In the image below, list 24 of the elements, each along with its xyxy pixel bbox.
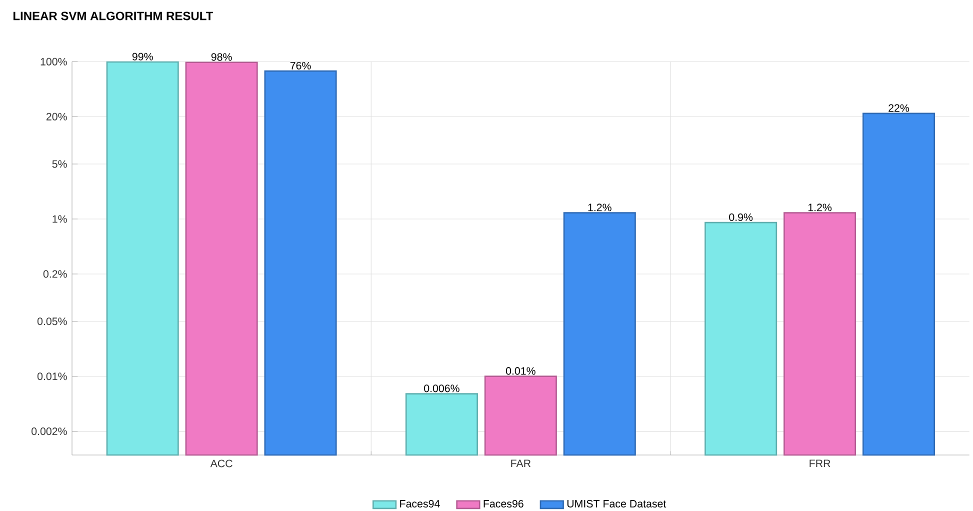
y-tick-label: 20% — [46, 112, 67, 120]
legend-label: UMIST Face Dataset — [567, 500, 666, 508]
data-label: 99% — [132, 52, 153, 60]
x-tick-label: ACC — [210, 460, 232, 468]
x-tick-label: FAR — [511, 460, 531, 468]
y-tick-label: 0.002% — [32, 428, 67, 436]
y-tick-label: 5% — [52, 160, 67, 168]
y-tick-label: 1% — [52, 215, 67, 223]
data-label: 0.01% — [506, 367, 536, 375]
y-tick-label: 100% — [40, 58, 67, 66]
x-tick-label: FRR — [810, 460, 830, 468]
data-label: 22% — [888, 104, 910, 112]
data-label: 98% — [211, 53, 232, 61]
y-tick-label: 0.01% — [37, 372, 67, 380]
legend-label: Faces94 — [400, 500, 440, 508]
y-tick-label: 0.05% — [37, 318, 67, 326]
chart-title: LINEAR SVM ALGORITHM RESULT — [14, 12, 214, 20]
data-label: 1.2% — [808, 204, 832, 212]
data-label: 0.9% — [729, 213, 753, 221]
data-label: 1.2% — [588, 204, 612, 212]
data-label: 0.006% — [424, 384, 460, 392]
legend-label: Faces96 — [484, 500, 524, 508]
data-label: 76% — [290, 62, 311, 70]
y-tick-label: 0.2% — [43, 270, 67, 278]
